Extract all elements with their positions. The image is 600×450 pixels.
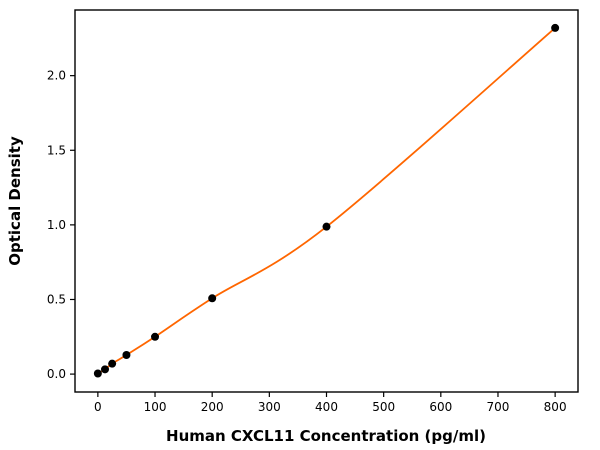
y-tick-label: 1.5 [47, 143, 66, 157]
fit-curve-line [97, 27, 556, 375]
data-point-marker [551, 23, 560, 32]
x-tick-label: 500 [372, 400, 395, 414]
y-tick-label: 2.0 [47, 69, 66, 83]
y-axis-label: Optical Density [6, 136, 24, 266]
x-axis-label: Human CXCL11 Concentration (pg/ml) [166, 427, 486, 445]
data-point-marker [101, 365, 110, 374]
data-point-marker [208, 294, 217, 303]
x-tick-label: 300 [258, 400, 281, 414]
axes-frame [74, 9, 579, 393]
x-tick-label: 400 [315, 400, 338, 414]
x-tick-label: 800 [544, 400, 567, 414]
x-tick-label: 600 [429, 400, 452, 414]
plot-area: 0 100 200 300 400 500 600 700 800 0.0 0.5 1.0 1.5 2.0 [47, 9, 579, 414]
data-point-marker [93, 369, 102, 378]
data-point-marker [122, 350, 131, 359]
x-tick-label: 200 [201, 400, 224, 414]
x-tick-label: 700 [487, 400, 510, 414]
x-tick-label: 0 [94, 400, 102, 414]
data-point-marker [108, 359, 117, 368]
x-tick-label: 100 [144, 400, 167, 414]
data-point-marker [151, 332, 160, 341]
y-tick-label: 0.5 [47, 292, 66, 306]
data-point-marker [322, 222, 331, 231]
y-tick-label: 0.0 [47, 367, 66, 381]
y-tick-label: 1.0 [47, 218, 66, 232]
